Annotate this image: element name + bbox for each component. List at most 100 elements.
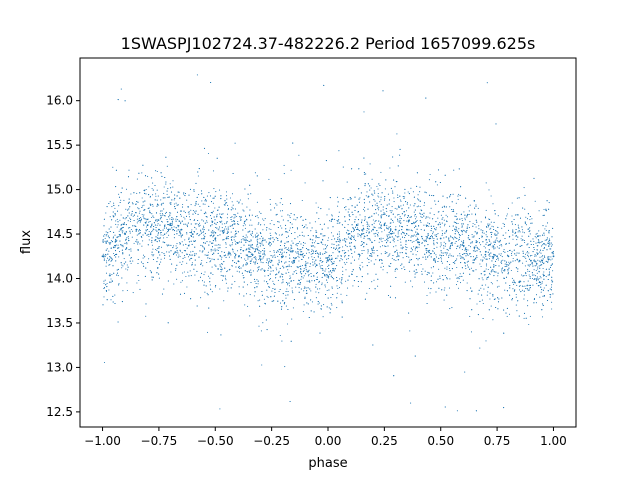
scatter-point (225, 195, 228, 197)
scatter-point (363, 228, 365, 231)
scatter-point (274, 283, 276, 285)
scatter-point (533, 274, 535, 276)
scatter-point (256, 201, 258, 203)
scatter-point (476, 256, 478, 259)
scatter-point (170, 191, 173, 193)
scatter-point (460, 230, 462, 232)
scatter-point (317, 303, 319, 305)
scatter-point (418, 242, 421, 244)
scatter-point (368, 225, 370, 228)
scatter-point (538, 277, 540, 279)
scatter-point (118, 230, 120, 232)
scatter-point (338, 287, 341, 289)
scatter-point (118, 283, 120, 285)
scatter-point (549, 288, 551, 290)
scatter-point (470, 331, 473, 333)
scatter-point (128, 237, 130, 239)
scatter-point (358, 198, 360, 200)
scatter-point (377, 207, 379, 209)
scatter-point (381, 259, 383, 262)
scatter-point (143, 265, 145, 267)
scatter-point (283, 164, 285, 166)
scatter-point (525, 257, 527, 260)
scatter-point (496, 286, 499, 288)
scatter-point (527, 305, 529, 307)
scatter-point (536, 249, 538, 251)
scatter-point (400, 218, 402, 220)
scatter-point (403, 232, 405, 234)
scatter-point (489, 273, 491, 275)
scatter-point (245, 241, 247, 243)
scatter-point (103, 225, 105, 227)
scatter-point (232, 251, 234, 253)
scatter-point (523, 281, 525, 283)
scatter-point (322, 253, 324, 255)
scatter-point (374, 192, 376, 194)
scatter-point (177, 226, 179, 228)
scatter-point (465, 247, 467, 249)
scatter-point (374, 204, 376, 206)
scatter-point (506, 213, 508, 215)
scatter-point (427, 250, 429, 252)
scatter-point (206, 221, 208, 223)
scatter-point (306, 280, 308, 282)
scatter-point (291, 290, 293, 292)
scatter-point (456, 213, 458, 215)
scatter-point (122, 265, 124, 267)
scatter-point (257, 217, 259, 219)
scatter-point (409, 270, 411, 272)
scatter-point (539, 267, 541, 269)
scatter-point (465, 232, 467, 234)
scatter-point (224, 277, 227, 279)
scatter-point (209, 215, 212, 217)
scatter-point (548, 256, 550, 258)
scatter-point (312, 261, 314, 263)
scatter-point (358, 258, 360, 260)
scatter-point (340, 258, 342, 260)
scatter-point (373, 222, 375, 224)
scatter-point (126, 243, 128, 245)
scatter-point (332, 268, 335, 270)
scatter-point (151, 213, 153, 215)
scatter-point (106, 257, 109, 259)
scatter-point (108, 242, 110, 244)
scatter-point (277, 255, 279, 257)
scatter-point (531, 277, 534, 280)
scatter-point (383, 213, 385, 215)
scatter-point (540, 291, 542, 293)
scatter-point (448, 254, 450, 256)
scatter-point (380, 171, 382, 173)
scatter-point (367, 183, 369, 185)
scatter-point (494, 247, 496, 249)
scatter-point (264, 275, 266, 277)
scatter-point (191, 262, 193, 264)
scatter-point (443, 219, 445, 221)
scatter-point (249, 244, 251, 246)
scatter-point (130, 250, 132, 252)
scatter-point (155, 226, 157, 229)
scatter-point (233, 239, 235, 241)
scatter-point (451, 210, 453, 213)
scatter-point (299, 272, 301, 274)
scatter-point (547, 278, 549, 281)
scatter-point (231, 236, 233, 238)
scatter-point (494, 271, 496, 273)
scatter-point (466, 227, 468, 229)
scatter-point (414, 203, 416, 205)
scatter-point (452, 225, 454, 227)
scatter-point (420, 221, 422, 223)
scatter-point (330, 247, 332, 249)
scatter-point (326, 251, 328, 253)
scatter-point (183, 192, 185, 194)
scatter-point (109, 201, 111, 203)
scatter-point (497, 240, 499, 242)
scatter-point (152, 248, 154, 250)
scatter-point (510, 253, 513, 255)
scatter-point (336, 307, 338, 309)
scatter-point (344, 226, 346, 228)
scatter-point (367, 196, 369, 198)
scatter-point (413, 205, 415, 207)
scatter-point (315, 237, 317, 239)
scatter-point (191, 229, 193, 231)
scatter-point (255, 248, 257, 250)
